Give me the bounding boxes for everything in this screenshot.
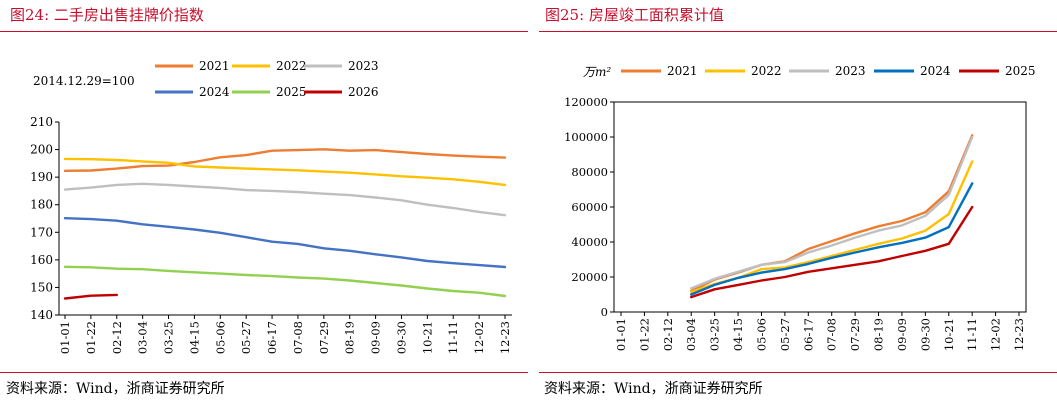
series-line-2022 — [63, 157, 507, 187]
legend-label-2022: 2022 — [751, 64, 782, 78]
y-tick-label: 160 — [30, 253, 53, 267]
series-line-2021 — [63, 148, 507, 173]
x-tick-label: 10-21 — [942, 318, 956, 351]
legend-label-2025: 2025 — [1005, 64, 1036, 78]
series-line-2024 — [689, 182, 974, 296]
x-tick-label: 07-29 — [848, 318, 862, 351]
legend-label-2022: 2022 — [276, 59, 307, 73]
x-tick-label: 08-19 — [872, 318, 886, 351]
x-tick-label: 07-08 — [291, 321, 305, 354]
legend-label-2023: 2023 — [835, 64, 866, 78]
legend-label-2024: 2024 — [920, 64, 951, 78]
x-tick-label: 03-25 — [162, 321, 176, 354]
series-line-2025 — [63, 265, 507, 298]
x-tick-label: 04-15 — [731, 318, 745, 351]
legend-label-2023: 2023 — [348, 59, 379, 73]
y-tick-label: 150 — [30, 280, 53, 294]
source-note: 资料来源：Wind，浙商证券研究所 — [6, 381, 225, 397]
legend-label-2026: 2026 — [348, 85, 379, 99]
y-tick-label: 20000 — [571, 270, 608, 284]
y-tick-label: 100000 — [564, 130, 608, 144]
x-tick-label: 06-17 — [265, 321, 279, 354]
figure-title: 图25: 房屋竣工面积累计值 — [545, 6, 724, 24]
x-tick-label: 12-02 — [989, 318, 1003, 351]
series-line-2023 — [689, 135, 974, 290]
base-annotation: 2014.12.29=100 — [33, 74, 135, 88]
line-chart-listing-price-index: 140 150 160 170 180 190 200 210 01-01 01-22 02-12 0… — [30, 59, 512, 354]
x-tick-label: 11-11 — [446, 321, 460, 354]
x-tick-label: 05-27 — [778, 318, 792, 351]
title-divider — [0, 31, 528, 32]
y-tick-label: 180 — [30, 198, 53, 212]
x-tick-label: 01-01 — [614, 318, 628, 351]
x-tick-label: 01-01 — [58, 321, 72, 354]
x-tick-label: 02-12 — [110, 321, 124, 354]
chart-panel-completed-area: 图25: 房屋竣工面积累计值 0 20000 40000 60000 80000 1000… — [539, 0, 1057, 402]
x-tick-label: 05-06 — [213, 321, 227, 354]
x-tick-label: 05-06 — [754, 318, 768, 351]
y-tick-label: 40000 — [571, 235, 608, 249]
source-divider — [539, 372, 1057, 373]
y-tick-label: 200 — [30, 143, 53, 157]
y-tick-label: 60000 — [571, 200, 608, 214]
x-tick-label: 12-23 — [498, 321, 512, 354]
chart-panel-listing-price-index: 图24: 二手房出售挂牌价指数 140 150 160 170 180 190 200 210… — [0, 0, 528, 402]
x-tick-label: 09-30 — [394, 321, 408, 354]
x-tick-label: 03-04 — [136, 321, 150, 354]
x-tick-label: 08-19 — [343, 321, 357, 354]
x-tick-label: 01-22 — [84, 321, 98, 354]
x-tick-label: 06-17 — [801, 318, 815, 351]
legend-label-2021: 2021 — [199, 59, 230, 73]
x-tick-label: 12-02 — [472, 321, 486, 354]
series-line-2025 — [689, 205, 974, 299]
legend-label-2021: 2021 — [667, 64, 698, 78]
x-tick-label: 07-08 — [825, 318, 839, 351]
y-tick-label: 140 — [30, 308, 53, 322]
figure-title: 图24: 二手房出售挂牌价指数 — [10, 6, 204, 24]
y-tick-label: 170 — [30, 225, 53, 239]
y-tick-label: 210 — [30, 115, 53, 129]
x-tick-label: 11-11 — [965, 318, 979, 351]
x-tick-label: 07-29 — [317, 321, 331, 354]
y-tick-label: 120000 — [564, 95, 608, 109]
title-divider — [539, 31, 1057, 32]
series-line-2026 — [63, 293, 119, 300]
x-tick-label: 05-27 — [239, 321, 253, 354]
series-line-2023 — [63, 182, 507, 217]
x-tick-label: 02-12 — [661, 318, 675, 351]
x-tick-label: 09-09 — [369, 321, 383, 354]
x-tick-label: 03-04 — [684, 318, 698, 351]
x-tick-label: 10-21 — [420, 321, 434, 354]
y-tick-label: 80000 — [571, 165, 608, 179]
y-tick-label: 0 — [601, 305, 608, 319]
source-divider — [0, 372, 528, 373]
legend-label-2024: 2024 — [199, 85, 230, 99]
x-tick-label: 01-22 — [637, 318, 651, 351]
legend-label-2025: 2025 — [276, 85, 307, 99]
x-tick-label: 09-09 — [895, 318, 909, 351]
x-tick-label: 12-23 — [1012, 318, 1026, 351]
y-tick-label: 190 — [30, 170, 53, 184]
source-note: 资料来源：Wind，浙商证券研究所 — [544, 381, 763, 397]
x-tick-label: 03-25 — [708, 318, 722, 351]
x-tick-label: 04-15 — [187, 321, 201, 354]
series-line-2024 — [63, 216, 507, 269]
line-chart-completed-area: 0 20000 40000 60000 80000 100000 120000 01-01 01… — [564, 64, 1036, 351]
x-tick-label: 09-30 — [918, 318, 932, 351]
plot-frame — [613, 101, 1027, 313]
unit-label: 万m² — [583, 65, 611, 79]
